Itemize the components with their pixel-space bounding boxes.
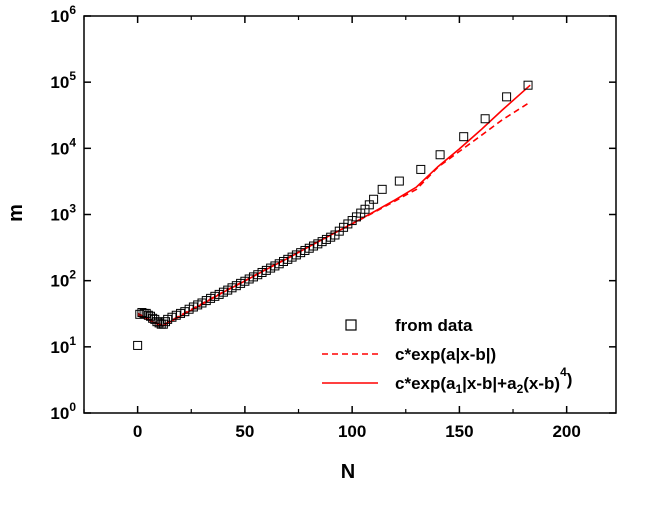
y-tick-label: 106 xyxy=(50,3,76,26)
legend-label: c*exp(a|x-b|) xyxy=(395,345,496,364)
x-tick-label: 200 xyxy=(552,422,580,441)
legend: from data c*exp(a|x-b|)c*exp(a1|x-b|+a2(x… xyxy=(322,316,572,396)
fit-curves xyxy=(137,84,531,327)
data-point xyxy=(435,150,445,160)
legend-label: c*exp(a1|x-b|+a2(x-b)4) xyxy=(395,365,572,396)
x-tick-label: 150 xyxy=(445,422,473,441)
data-point xyxy=(394,176,404,186)
x-tick-label: 100 xyxy=(338,422,366,441)
data-point xyxy=(369,194,379,204)
y-axis-title: m xyxy=(5,204,27,222)
y-tick-label: 102 xyxy=(50,268,76,291)
y-axis-ticks: 100 101 102 103 104 105 106 xyxy=(50,3,616,423)
data-point xyxy=(523,80,533,90)
data-point xyxy=(377,184,387,194)
data-points xyxy=(133,80,533,350)
y-tick-label: 103 xyxy=(50,202,76,225)
fit-curve-dashed xyxy=(137,101,531,326)
data-point xyxy=(459,132,469,142)
x-tick-label: 50 xyxy=(235,422,254,441)
x-axis-title: N xyxy=(341,461,355,483)
plot-frame xyxy=(83,15,617,414)
y-tick-label: 105 xyxy=(50,69,76,92)
x-axis-ticks: 0 50 100 150 200 xyxy=(83,16,581,441)
data-point xyxy=(133,340,143,350)
y-tick-label: 101 xyxy=(50,334,76,357)
y-tick-label: 104 xyxy=(50,135,76,158)
plot-border xyxy=(83,15,617,414)
x-tick-label: 0 xyxy=(133,422,142,441)
legend-label: from data xyxy=(395,316,473,335)
data-point xyxy=(416,164,426,174)
legend-marker-square xyxy=(345,319,357,331)
fit-curve-solid xyxy=(137,84,531,327)
y-tick-label: 100 xyxy=(50,400,76,423)
data-point xyxy=(502,92,512,102)
data-point xyxy=(480,114,490,124)
